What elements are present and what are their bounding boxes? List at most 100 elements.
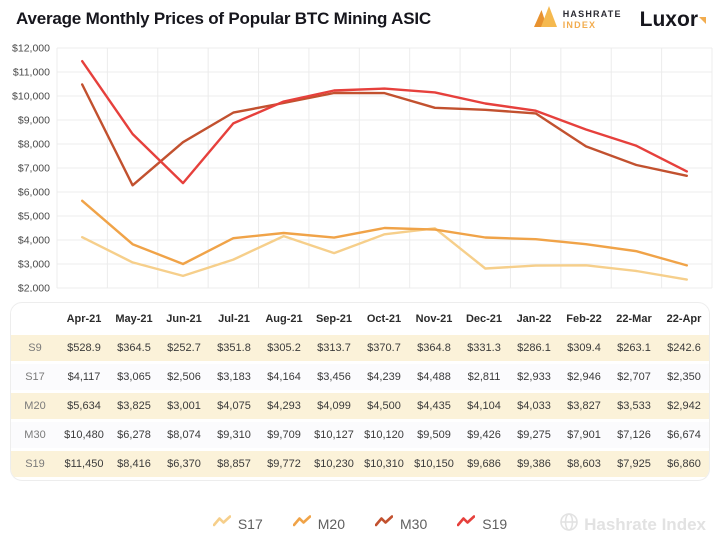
price-cell: $8,603 (559, 451, 609, 477)
legend-item-m30[interactable]: M30 (374, 514, 428, 533)
table-row-m20: M20 $5,634 $3,825 $3,001 $4,075 $4,293 $4,099 $… (11, 393, 709, 419)
logos: HASHRATE INDEX Luxor (533, 6, 710, 33)
price-cell: $4,075 (209, 393, 259, 419)
price-cell: $4,500 (359, 393, 409, 419)
series-line-s19 (80, 60, 688, 185)
legend-label: S17 (237, 515, 263, 532)
price-cell: $11,450 (59, 451, 109, 477)
price-cell: $10,150 (409, 451, 459, 477)
price-cell: $305.2 (259, 335, 309, 361)
column-header-feb-22: Feb-22 (559, 306, 609, 332)
page-header: Average Monthly Prices of Popular BTC Mi… (16, 6, 710, 33)
price-cell: $3,001 (159, 393, 209, 419)
y-tick-label: $12,000 (12, 43, 50, 55)
price-cell: $286.1 (509, 335, 559, 361)
price-cell: $309.4 (559, 335, 609, 361)
column-header-22-apr: 22-Apr (659, 306, 709, 332)
price-cell: $6,370 (159, 451, 209, 477)
y-tick-label: $11,000 (13, 67, 50, 79)
series-line-m20 (80, 199, 688, 267)
column-header-jun-21: Jun-21 (159, 306, 209, 332)
price-line-chart: $2,000 $3,000 $4,000 $5,000 $6,000 $7,000 $8,0… (12, 43, 713, 293)
price-cell: $242.6 (659, 335, 709, 361)
price-cell: $4,293 (259, 393, 309, 419)
price-cell: $10,480 (59, 422, 109, 448)
price-cell: $9,709 (259, 422, 309, 448)
luxor-diamond-icon (699, 6, 706, 24)
price-cell: $4,117 (59, 364, 109, 390)
column-header-apr-21: Apr-21 (59, 306, 109, 332)
row-label-s17: S17 (11, 364, 59, 390)
y-axis-labels: $2,000 $3,000 $4,000 $5,000 $6,000 $7,000 $8,0… (12, 43, 50, 293)
price-cell: $2,506 (159, 364, 209, 390)
y-tick-label: $3,000 (18, 259, 50, 271)
chart-footer: S17 M20 M30 S19 Hashrate Index (0, 506, 720, 546)
y-tick-label: $5,000 (18, 211, 50, 223)
price-cell: $4,164 (259, 364, 309, 390)
price-cell: $6,278 (109, 422, 159, 448)
chart-legend: S17 M20 M30 S19 (0, 506, 720, 533)
column-header-22-mar: 22-Mar (609, 306, 659, 332)
price-cell: $2,350 (659, 364, 709, 390)
price-cell: $10,120 (359, 422, 409, 448)
column-header-empty (11, 306, 59, 332)
table-header-row: Apr-21 May-21 Jun-21 Jul-21 Aug-21 Sep-21 Oct-… (11, 306, 709, 332)
series-line-s17 (80, 227, 688, 281)
price-cell: $3,183 (209, 364, 259, 390)
price-cell: $2,946 (559, 364, 609, 390)
price-cell: $2,707 (609, 364, 659, 390)
price-cell: $9,686 (459, 451, 509, 477)
price-cell: $9,386 (509, 451, 559, 477)
globe-icon (559, 512, 579, 537)
column-header-nov-21: Nov-21 (409, 306, 459, 332)
price-cell: $9,275 (509, 422, 559, 448)
price-cell: $7,901 (559, 422, 609, 448)
y-tick-label: $8,000 (18, 139, 50, 151)
table-row-m30: M30 $10,480 $6,278 $8,074 $9,310 $9,709 $10,12… (11, 422, 709, 448)
row-label-s9: S9 (11, 335, 59, 361)
price-cell: $7,925 (609, 451, 659, 477)
column-header-dec-21: Dec-21 (459, 306, 509, 332)
price-cell: $4,104 (459, 393, 509, 419)
price-cell: $4,239 (359, 364, 409, 390)
price-cell: $9,426 (459, 422, 509, 448)
table-row-s19: S19 $11,450 $8,416 $6,370 $8,857 $9,772 $10,23… (11, 451, 709, 477)
price-cell: $370.7 (359, 335, 409, 361)
legend-label: M20 (317, 515, 345, 532)
legend-item-s19[interactable]: S19 (456, 514, 507, 533)
legend-label: M30 (400, 515, 428, 532)
y-gridlines (57, 47, 712, 289)
column-header-oct-21: Oct-21 (359, 306, 409, 332)
price-cell: $6,860 (659, 451, 709, 477)
price-cell: $3,825 (109, 393, 159, 419)
y-tick-label: $4,000 (18, 235, 50, 247)
price-cell: $2,811 (459, 364, 509, 390)
y-tick-label: $10,000 (12, 91, 50, 103)
luxor-logo-text: Luxor (639, 7, 698, 31)
table-row-s17: S17 $4,117 $3,065 $2,506 $3,183 $4,164 $3,456 $… (11, 364, 709, 390)
legend-item-m20[interactable]: M20 (292, 514, 345, 533)
price-table-container: Apr-21 May-21 Jun-21 Jul-21 Aug-21 Sep-21 Oct-… (10, 302, 710, 481)
price-cell: $2,942 (659, 393, 709, 419)
column-header-jul-21: Jul-21 (209, 306, 259, 332)
row-label-s19: S19 (11, 451, 59, 477)
legend-line-icon (212, 514, 232, 533)
price-cell: $263.1 (609, 335, 659, 361)
table-row-s9: S9 $528.9 $364.5 $252.7 $351.8 $305.2 $313.7 $3… (11, 335, 709, 361)
price-cell: $4,435 (409, 393, 459, 419)
price-cell: $4,033 (509, 393, 559, 419)
column-header-may-21: May-21 (109, 306, 159, 332)
price-cell: $364.5 (109, 335, 159, 361)
legend-item-s17[interactable]: S17 (212, 514, 263, 533)
price-table: Apr-21 May-21 Jun-21 Jul-21 Aug-21 Sep-21 Oct-… (11, 303, 709, 480)
y-tick-label: $2,000 (18, 283, 50, 293)
column-header-jan-22: Jan-22 (509, 306, 559, 332)
price-cell: $7,126 (609, 422, 659, 448)
price-cell: $6,674 (659, 422, 709, 448)
price-cell: $3,456 (309, 364, 359, 390)
luxor-logo: Luxor (640, 8, 706, 32)
price-cell: $3,533 (609, 393, 659, 419)
hashrate-logo-text: HASHRATE INDEX (563, 9, 622, 30)
legend-line-icon (456, 514, 476, 533)
price-cell: $528.9 (59, 335, 109, 361)
